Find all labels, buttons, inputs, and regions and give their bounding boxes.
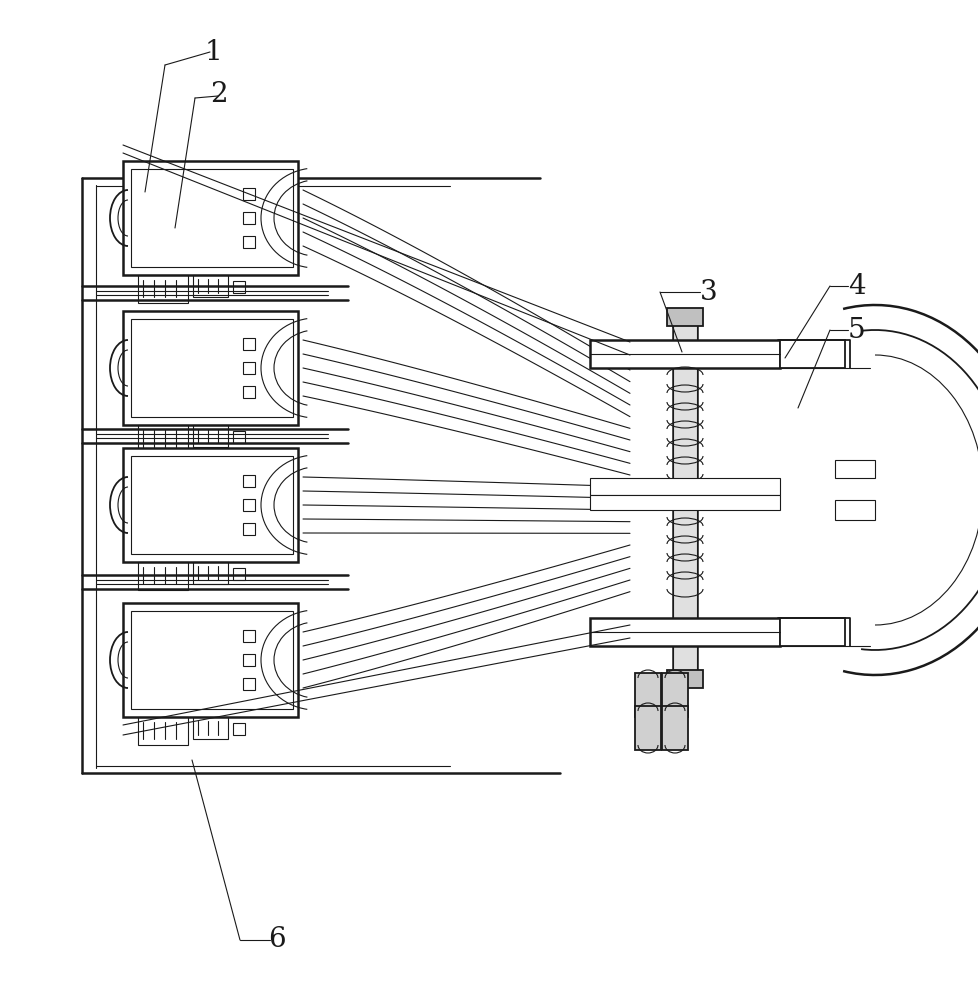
Bar (123, 448, 297, 562)
Text: 5: 5 (847, 316, 865, 344)
Bar (243, 523, 254, 535)
Bar (243, 654, 254, 666)
Polygon shape (661, 706, 688, 750)
Bar (131, 169, 292, 267)
Bar (193, 717, 228, 739)
Bar (131, 611, 292, 709)
Polygon shape (666, 308, 702, 326)
Text: 6: 6 (268, 926, 286, 953)
Bar (131, 319, 292, 417)
Polygon shape (666, 670, 702, 688)
Bar (243, 678, 254, 690)
Bar (123, 161, 297, 275)
Bar (243, 338, 254, 350)
Text: 4: 4 (847, 272, 865, 300)
Bar (779, 340, 844, 368)
Polygon shape (635, 673, 660, 717)
Bar (131, 456, 292, 554)
Bar (193, 425, 228, 447)
Bar (590, 618, 779, 646)
Bar (243, 630, 254, 642)
Bar (243, 362, 254, 374)
Polygon shape (672, 320, 696, 675)
Bar (138, 717, 188, 745)
Polygon shape (635, 706, 660, 750)
Bar (233, 568, 244, 580)
Bar (138, 275, 188, 303)
Bar (243, 236, 254, 248)
Bar (233, 431, 244, 443)
Bar (590, 495, 779, 510)
Text: 2: 2 (210, 81, 228, 108)
Bar (123, 311, 297, 425)
Bar (243, 212, 254, 224)
Bar (834, 500, 874, 520)
Bar (590, 478, 779, 495)
Bar (138, 562, 188, 590)
Text: 1: 1 (204, 39, 223, 66)
Bar (834, 460, 874, 478)
Polygon shape (661, 673, 688, 717)
Bar (243, 386, 254, 398)
Bar (243, 499, 254, 511)
Bar (138, 425, 188, 453)
Text: 3: 3 (699, 278, 717, 306)
Bar (590, 340, 779, 368)
Bar (193, 562, 228, 584)
Bar (243, 188, 254, 200)
Bar (779, 618, 844, 646)
Bar (233, 723, 244, 735)
Bar (243, 475, 254, 487)
Bar (193, 275, 228, 297)
Bar (123, 603, 297, 717)
Bar (233, 281, 244, 293)
